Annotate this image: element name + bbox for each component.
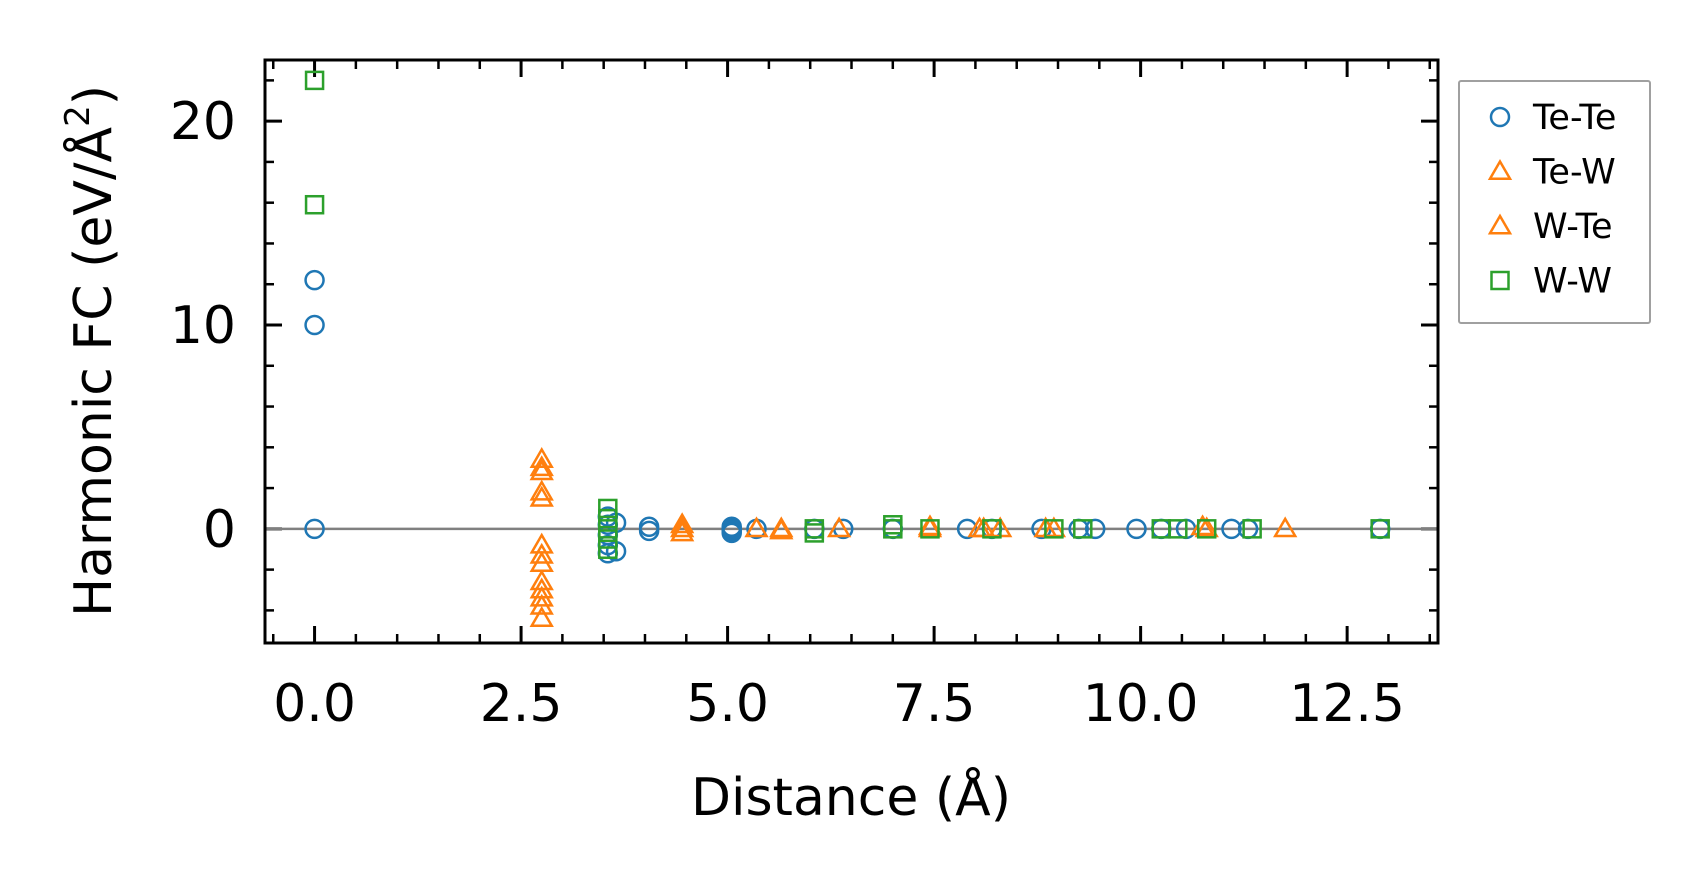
marker-w-w <box>598 508 618 529</box>
marker-w-w <box>883 519 903 539</box>
data-markers <box>304 70 1391 627</box>
marker-w-w <box>1370 519 1390 539</box>
marker-te-te <box>1221 518 1242 540</box>
y-tick-labels: 0 10 20 <box>170 92 236 560</box>
y-axis-title-close: ) <box>64 85 124 105</box>
y-tick-label: 10 <box>170 296 236 356</box>
y-axis-title-superscript: 2 <box>58 105 98 127</box>
marker-w-te <box>529 542 554 564</box>
marker-w-w <box>1044 519 1064 539</box>
marker-te-te <box>304 269 325 291</box>
marker-te-w <box>1194 516 1219 538</box>
legend-label-w-w: W-W <box>1533 262 1612 302</box>
x-tick-label: 2.5 <box>480 674 563 734</box>
marker-w-w <box>304 194 325 215</box>
plot-area <box>263 58 1440 645</box>
marker-w-w <box>804 523 825 543</box>
marker-w-w <box>304 70 325 91</box>
legend-frame <box>1458 80 1651 324</box>
marker-w-w <box>1196 519 1217 539</box>
marker-te-w <box>529 479 554 501</box>
marker-w-w <box>598 529 618 549</box>
marker-w-te <box>529 485 554 507</box>
x-tick-label: 10.0 <box>1083 674 1199 734</box>
y-tick-label: 0 <box>203 500 236 560</box>
legend-label-te-w: Te-W <box>1532 153 1616 193</box>
marker-w-te <box>917 514 943 536</box>
major-ticks <box>265 60 1438 643</box>
marker-te-w <box>826 516 852 538</box>
x-tick-label: 5.0 <box>686 674 769 734</box>
marker-te-te <box>721 522 742 544</box>
marker-w-te <box>529 455 554 477</box>
marker-te-w <box>529 447 554 468</box>
y-axis-title-main: Harmonic FC (eV/Å <box>62 126 124 617</box>
y-axis-title: Harmonic FC (eV/Å2) <box>58 85 124 617</box>
marker-w-te <box>769 518 794 540</box>
marker-w-w <box>1242 519 1262 539</box>
marker-te-w <box>669 512 695 534</box>
marker-te-te <box>304 314 325 336</box>
marker-w-w <box>598 498 618 519</box>
marker-w-w <box>598 519 618 539</box>
x-tick-label: 0.0 <box>273 674 356 734</box>
marker-w-te <box>669 516 695 538</box>
marker-te-te <box>1126 518 1147 540</box>
x-tick-label: 7.5 <box>893 674 976 734</box>
legend-label-te-te: Te-Te <box>1532 98 1616 138</box>
marker-te-w <box>669 520 695 542</box>
marker-te-w <box>529 459 554 481</box>
marker-te-te <box>304 518 325 540</box>
marker-w-w <box>1073 519 1093 539</box>
legend-marker-te-w <box>1487 159 1513 180</box>
x-tick-label: 12.5 <box>1289 674 1405 734</box>
marker-te-te <box>956 518 978 540</box>
marker-w-w <box>920 519 940 539</box>
marker-te-w <box>744 516 769 538</box>
marker-w-te <box>1041 516 1067 538</box>
legend-label-w-te: W-Te <box>1533 207 1613 247</box>
legend-marker-w-te <box>1487 213 1513 235</box>
marker-w-w <box>598 539 618 559</box>
minor-ticks <box>265 60 1438 643</box>
y-tick-label: 20 <box>170 92 236 152</box>
legend-marker-w-w <box>1490 270 1510 291</box>
marker-te-te <box>638 520 660 542</box>
legend: Te-Te Te-W W-Te W-W <box>1458 80 1651 324</box>
x-axis-title: Distance (Å) <box>691 766 1011 828</box>
marker-te-te <box>1084 518 1106 540</box>
marker-w-w <box>982 519 1002 539</box>
marker-te-w <box>1273 516 1298 538</box>
marker-te-te <box>638 516 660 538</box>
legend-marker-te-te <box>1489 106 1511 128</box>
marker-te-w <box>529 606 554 627</box>
marker-w-w <box>1168 519 1188 539</box>
x-tick-labels: 0.0 2.5 5.0 7.5 10.0 12.5 <box>273 674 1405 734</box>
marker-w-te <box>529 585 554 607</box>
